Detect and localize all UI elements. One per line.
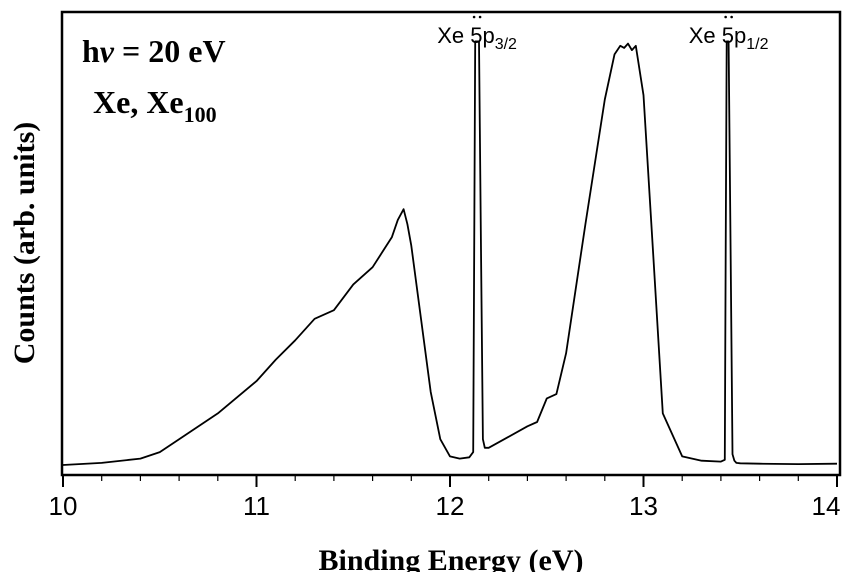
peak-marker-dot: [730, 15, 733, 19]
peak-marker-dot: [472, 15, 476, 19]
peak-marker-dot: [478, 15, 482, 19]
y-axis-title: Counts (arb. units): [8, 122, 41, 365]
x-tick-label: 13: [629, 491, 658, 521]
x-tick-label: 10: [49, 491, 78, 521]
peak-labels: Xe 5p3/2 Xe 5p1/2: [437, 15, 769, 53]
x-tick-label: 11: [243, 491, 270, 521]
x-axis-ticks: 10 11 12 13 14: [49, 475, 841, 521]
x-tick-label: 14: [812, 491, 841, 521]
peak-label: Xe 5p1/2: [689, 23, 769, 53]
x-tick-label: 12: [436, 491, 465, 521]
series-line: [62, 40, 838, 466]
plot-frame: [60, 10, 842, 477]
sample-annotation: Xe, Xe100: [93, 84, 217, 127]
peak-marker-dot: [724, 15, 727, 19]
peak-label: Xe 5p3/2: [437, 23, 517, 53]
photon-energy-annotation: hν = 20 eV: [82, 33, 226, 69]
x-axis-title: Binding Energy (eV): [318, 544, 583, 572]
